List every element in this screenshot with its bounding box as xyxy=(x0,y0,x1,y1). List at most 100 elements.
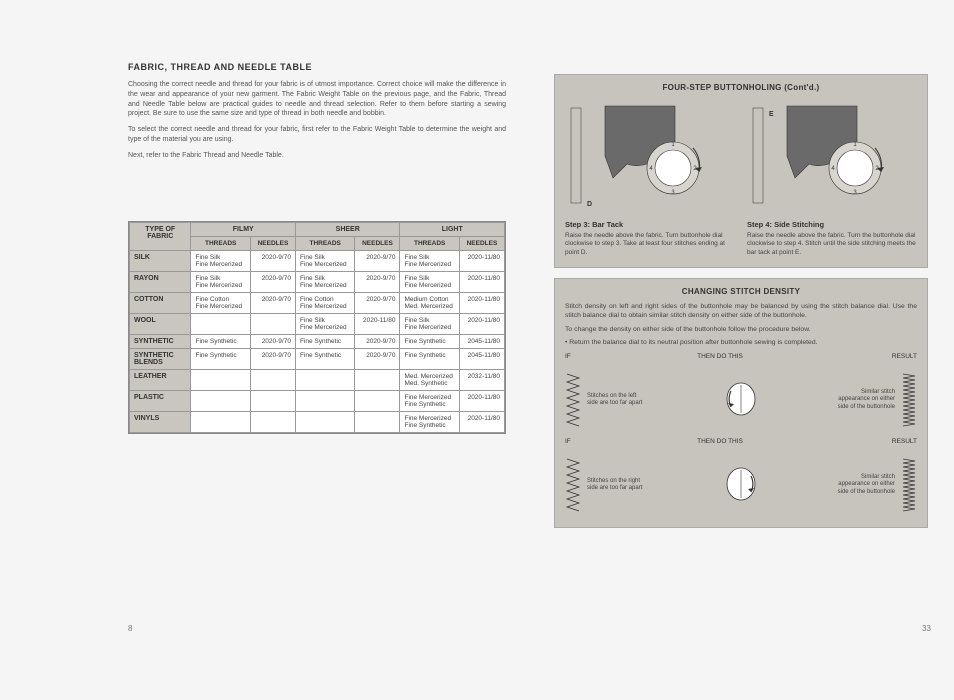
table-row: SYNTHETIC BLENDSFine Synthetic2020-9/70F… xyxy=(130,348,505,369)
threads-cell xyxy=(191,390,250,411)
balance-dial-icon xyxy=(723,466,759,502)
needles-cell: 2020-9/70 xyxy=(250,292,295,313)
threads-cell: Fine Synthetic xyxy=(295,334,354,348)
th-filmy: FILMY xyxy=(191,222,296,236)
needles-cell: 2020-11/80 xyxy=(459,390,504,411)
buttonholing-panel: FOUR-STEP BUTTONHOLING (Cont'd.) xyxy=(554,74,928,268)
needles-cell xyxy=(250,411,295,432)
zigzag-icon xyxy=(565,457,581,513)
step3-label: Step 3: Bar Tack xyxy=(565,220,735,229)
needle-table: TYPE OF FABRIC FILMY SHEER LIGHT THREADS… xyxy=(128,221,506,434)
intro-para-1: Choosing the correct needle and thread f… xyxy=(128,80,506,119)
th-sheer: SHEER xyxy=(295,222,400,236)
step4-label: Step 4: Side Stitching xyxy=(747,220,917,229)
zigzag-icon xyxy=(901,457,917,513)
row1-note: Stitches on the left side are too far ap… xyxy=(587,393,645,407)
table-row: COTTONFine CottonFine Mercerized2020-9/7… xyxy=(130,292,505,313)
threads-cell: Fine SilkFine Mercerized xyxy=(400,250,459,271)
needles-cell: 2020-9/70 xyxy=(250,271,295,292)
fabric-type-cell: COTTON xyxy=(130,292,191,313)
table-row: SILKFine SilkFine Mercerized2020-9/70Fin… xyxy=(130,250,505,271)
needles-cell xyxy=(250,390,295,411)
th-sub: NEEDLES xyxy=(355,236,400,250)
fabric-type-cell: LEATHER xyxy=(130,369,191,390)
th-sub: THREADS xyxy=(400,236,459,250)
needles-cell: 2020-9/70 xyxy=(250,334,295,348)
step4-text: Raise the needle above the fabric. Turn … xyxy=(747,232,917,257)
step4-col: 1 2 3 4 E Step 4: Side Stitching Raise t… xyxy=(747,98,917,257)
right-page: FOUR-STEP BUTTONHOLING (Cont'd.) xyxy=(554,74,928,538)
needles-cell: 2020-11/80 xyxy=(459,411,504,432)
step3-col: 1 2 3 4 D Step 3: Bar Tack Raise the nee… xyxy=(565,98,735,257)
threads-cell: Fine SilkFine Mercerized xyxy=(400,271,459,292)
table-row: LEATHERMed. MercerizedMed. Synthetic2032… xyxy=(130,369,505,390)
needles-cell xyxy=(355,411,400,432)
density-row-1: Stitches on the left side are too far ap… xyxy=(565,368,917,432)
table-row: PLASTICFine MercerizedFine Synthetic2020… xyxy=(130,390,505,411)
threads-cell xyxy=(191,313,250,334)
fabric-type-cell: VINYLS xyxy=(130,411,191,432)
threads-cell xyxy=(191,411,250,432)
header-then: THEN DO THIS xyxy=(583,438,857,445)
threads-cell: Fine SilkFine Mercerized xyxy=(191,271,250,292)
page-number-right: 33 xyxy=(922,624,931,633)
needles-cell: 2020-11/80 xyxy=(459,292,504,313)
needles-cell xyxy=(355,369,400,390)
th-sub: THREADS xyxy=(295,236,354,250)
density-row-2: Stitches on the right side are too far a… xyxy=(565,453,917,517)
needles-cell: 2020-9/70 xyxy=(355,334,400,348)
step3-text: Raise the needle above the fabric. Turn … xyxy=(565,232,735,257)
fabric-type-cell: SYNTHETIC xyxy=(130,334,191,348)
fabric-type-cell: SYNTHETIC BLENDS xyxy=(130,348,191,369)
th-sub: THREADS xyxy=(191,236,250,250)
panel2-para3: • Return the balance dial to its neutral… xyxy=(565,338,917,347)
needles-cell: 2020-9/70 xyxy=(250,348,295,369)
header-if: IF xyxy=(565,438,583,445)
needles-cell: 2045-11/80 xyxy=(459,334,504,348)
threads-cell xyxy=(191,369,250,390)
needles-cell: 2032-11/80 xyxy=(459,369,504,390)
threads-cell: Fine CottonFine Mercerized xyxy=(191,292,250,313)
threads-cell: Fine Synthetic xyxy=(191,334,250,348)
header-result: RESULT xyxy=(857,438,917,445)
threads-cell: Fine Synthetic xyxy=(295,348,354,369)
threads-cell xyxy=(295,369,354,390)
header-if: IF xyxy=(565,353,583,360)
threads-cell: Fine SilkFine Mercerized xyxy=(295,313,354,334)
th-sub: NEEDLES xyxy=(250,236,295,250)
page-number-left: 8 xyxy=(128,624,132,633)
density-header-2: IF THEN DO THIS RESULT xyxy=(565,438,917,445)
threads-cell: Fine SilkFine Mercerized xyxy=(400,313,459,334)
needles-cell: 2045-11/80 xyxy=(459,348,504,369)
left-page: FABRIC, THREAD AND NEEDLE TABLE Choosing… xyxy=(128,62,506,434)
threads-cell: Medium CottonMed. Mercerized xyxy=(400,292,459,313)
threads-cell: Fine SilkFine Mercerized xyxy=(295,250,354,271)
header-result: RESULT xyxy=(857,353,917,360)
threads-cell: Fine Synthetic xyxy=(191,348,250,369)
needles-cell: 2020-11/80 xyxy=(459,271,504,292)
fabric-type-cell: RAYON xyxy=(130,271,191,292)
threads-cell: Fine SilkFine Mercerized xyxy=(295,271,354,292)
needles-cell xyxy=(355,390,400,411)
threads-cell xyxy=(295,390,354,411)
step4-illustration: 1 2 3 4 E xyxy=(747,98,917,216)
threads-cell: Fine Synthetic xyxy=(400,348,459,369)
table-row: RAYONFine SilkFine Mercerized2020-9/70Fi… xyxy=(130,271,505,292)
needles-cell: 2020-11/80 xyxy=(459,313,504,334)
threads-cell: Fine Synthetic xyxy=(400,334,459,348)
needles-cell: 2020-9/70 xyxy=(355,292,400,313)
threads-cell: Fine CottonFine Mercerized xyxy=(295,292,354,313)
th-sub: NEEDLES xyxy=(459,236,504,250)
needles-cell: 2020-9/70 xyxy=(355,348,400,369)
th-light: LIGHT xyxy=(400,222,505,236)
table-row: SYNTHETICFine Synthetic2020-9/70Fine Syn… xyxy=(130,334,505,348)
zigzag-icon xyxy=(901,372,917,428)
fabric-type-cell: WOOL xyxy=(130,313,191,334)
threads-cell xyxy=(295,411,354,432)
th-type: TYPE OF FABRIC xyxy=(130,222,191,250)
needles-cell: 2020-9/70 xyxy=(250,250,295,271)
threads-cell: Fine MercerizedFine Synthetic xyxy=(400,411,459,432)
panel2-para1: Stitch density on left and right sides o… xyxy=(565,302,917,320)
panel2-para2: To change the density on either side of … xyxy=(565,325,917,334)
stitch-density-panel: CHANGING STITCH DENSITY Stitch density o… xyxy=(554,278,928,528)
